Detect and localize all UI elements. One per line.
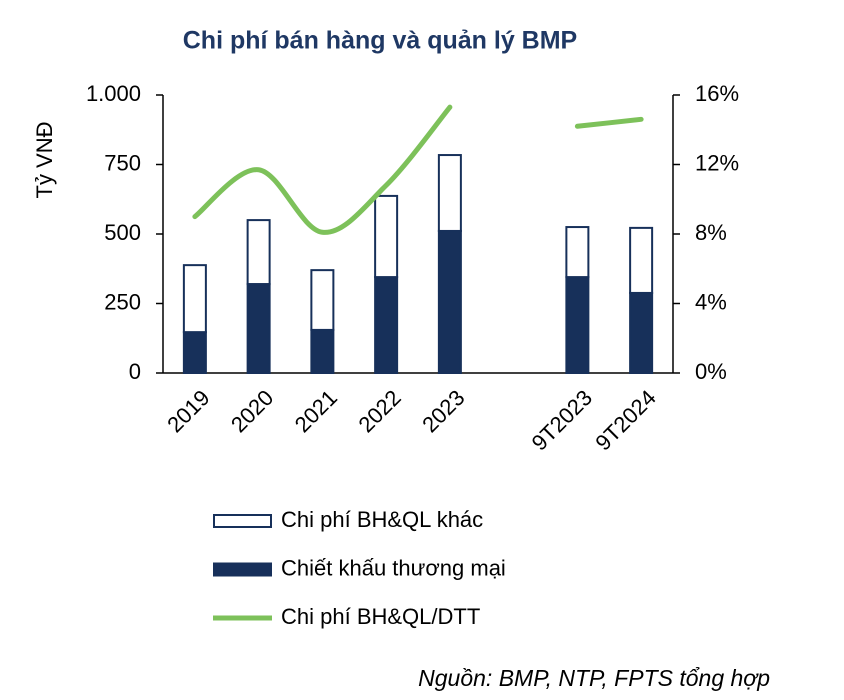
x-tick-label: 2021 [290,385,342,437]
y-axis-label: Tỷ VNĐ [32,122,57,199]
bar [565,226,590,279]
bar [629,291,654,375]
legend-swatch [213,562,272,577]
y-tick-label: 0 [129,359,141,384]
x-tick-label: 2023 [417,385,469,437]
source: Nguồn: BMP, NTP, FPTS tổng hợp [418,665,770,691]
legend-label: Chi phí BH&QL/DTT [281,604,480,629]
bar [246,283,271,375]
y2-tick-label: 16% [695,81,739,106]
y2-tick-label: 8% [695,220,727,245]
y-tick-label: 500 [104,220,141,245]
y-tick-label: 750 [104,150,141,175]
x-tick-label: 2020 [226,385,278,437]
y-tick-label: 250 [104,289,141,314]
bar [437,229,462,374]
y2-tick-label: 4% [695,289,727,314]
bar [246,219,271,286]
legend-label: Chiết khấu thương mại [281,555,506,580]
x-tick-label: 9T2023 [527,385,597,455]
bar [374,194,399,279]
bar [629,226,654,294]
legend-swatch [213,514,272,528]
bar [437,154,462,232]
legend-label: Chi phí BH&QL khác [281,507,483,532]
bar [565,276,590,374]
bar [182,264,207,334]
bar [374,276,399,374]
x-tick-label: 2022 [353,385,405,437]
y2-tick-label: 12% [695,150,739,175]
bar [310,269,335,331]
x-tick-label: 9T2024 [590,385,660,455]
chart-title: Chi phí bán hàng và quản lý BMP [183,27,577,55]
y-tick-label: 1.000 [86,81,141,106]
y2-tick-label: 0% [695,359,727,384]
x-tick-label: 2019 [162,385,214,437]
bar [182,331,207,375]
bar [310,328,335,375]
line [192,104,644,235]
